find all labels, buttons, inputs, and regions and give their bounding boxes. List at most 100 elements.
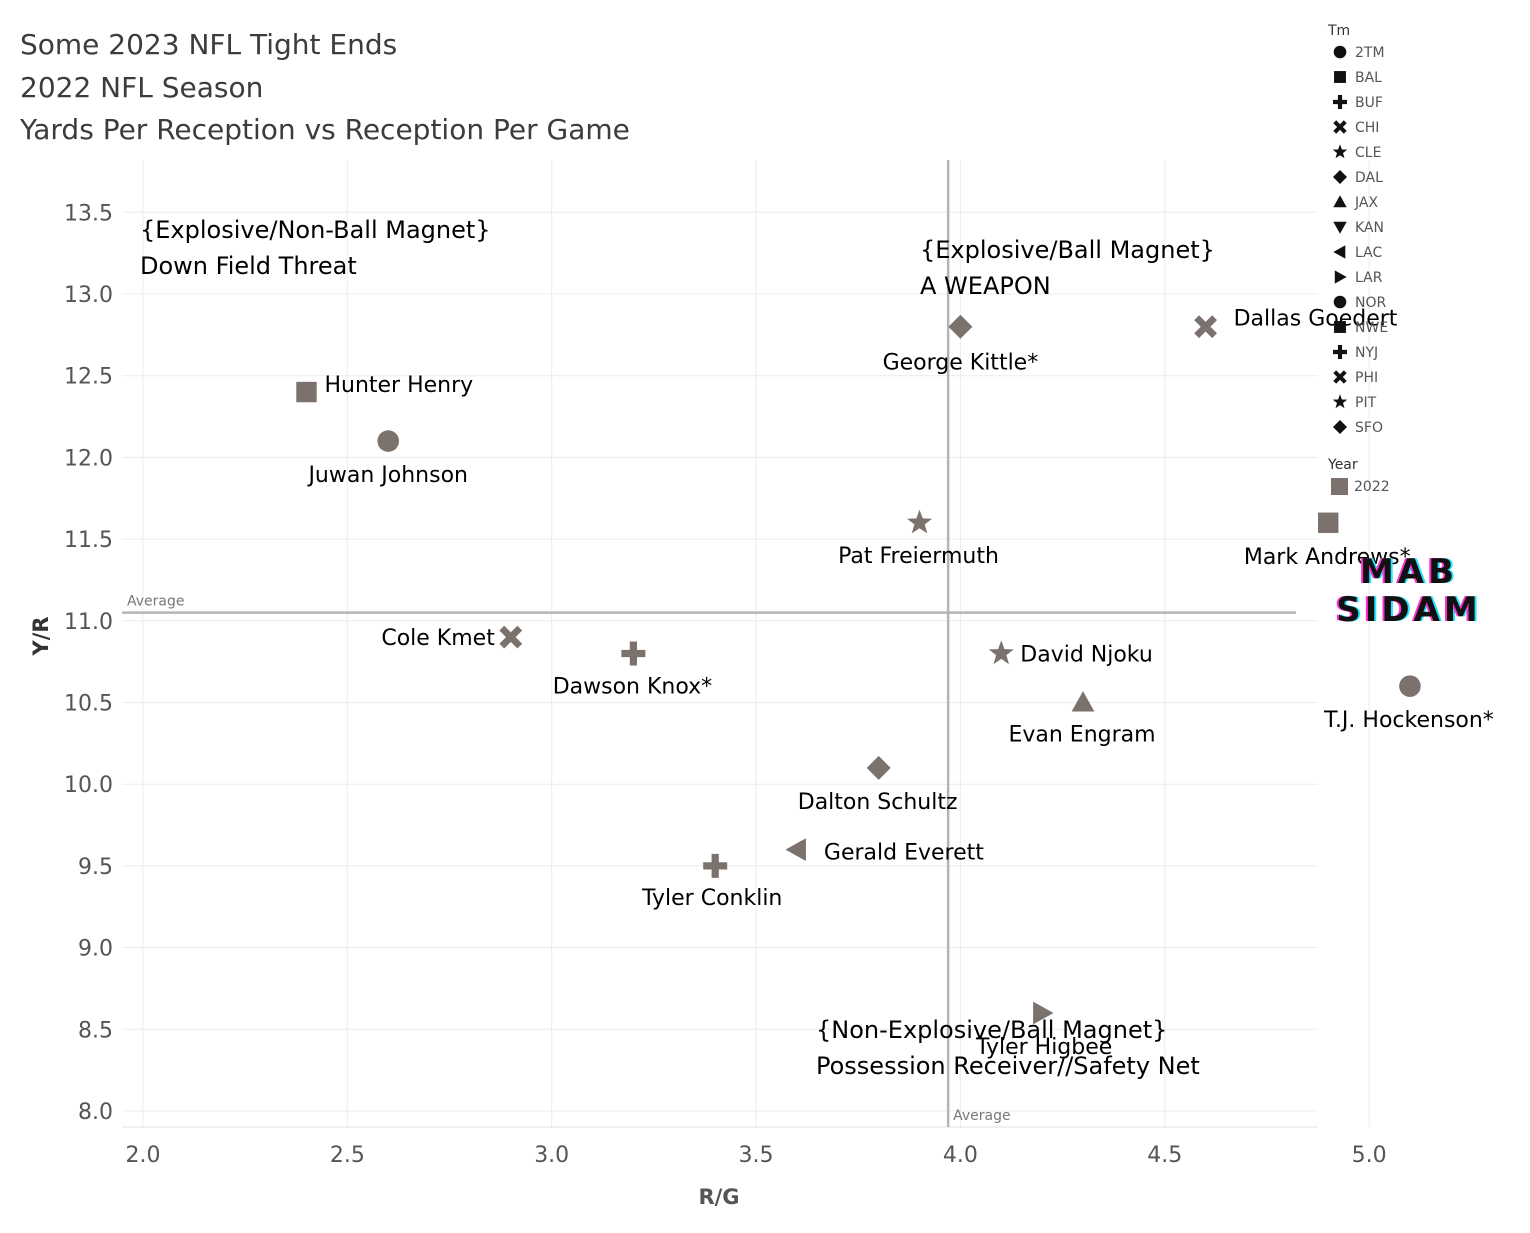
data-point	[948, 315, 972, 339]
legend-entry-label: 2TM	[1355, 45, 1385, 61]
legend-shape-icon	[1333, 394, 1348, 408]
legend-shape-icon	[1334, 71, 1346, 83]
y-average-label: Average	[127, 594, 185, 610]
x-tick-label: 2.0	[126, 1143, 161, 1168]
legend-shape-icon	[1333, 370, 1346, 383]
legend-entry-label: LAC	[1355, 245, 1382, 261]
legend-shape-icon	[1335, 270, 1347, 283]
legend-entry-label: KAN	[1355, 220, 1384, 236]
point-label: Dalton Schultz	[798, 790, 958, 815]
legend-color-title: Year	[1327, 457, 1358, 473]
legend-shape-icon	[1334, 296, 1347, 309]
legend-entry-label: NYJ	[1355, 345, 1378, 361]
legend-entry-label: SFO	[1355, 420, 1383, 436]
quadrant-annotation-line: Possession Receiver//Safety Net	[816, 1052, 1200, 1080]
x-axis-ticks: 2.02.53.03.54.04.55.05.56.06.57.07.5	[126, 1143, 1530, 1168]
point-label: Juwan Johnson	[306, 463, 468, 488]
legend-entry-label: LAR	[1355, 270, 1383, 286]
y-tick-label: 11.0	[64, 610, 113, 635]
legend-shape-icon	[1333, 222, 1346, 234]
point-label: Dawson Knox*	[553, 674, 712, 699]
quadrant-annotation-line: {Explosive/Ball Magnet}	[920, 236, 1215, 264]
point-labels: Hunter Henry Juwan Johnson George Kittle* D…	[306, 307, 1530, 1060]
x-tick-label: 3.5	[739, 1143, 774, 1168]
y-tick-label: 9.0	[78, 937, 113, 962]
quadrant-annotation-line: A WEAPON	[920, 272, 1051, 300]
data-point	[867, 756, 891, 780]
point-label: Hunter Henry	[324, 373, 473, 398]
data-point	[1194, 315, 1217, 338]
legend-shape-icon	[1333, 144, 1348, 158]
y-tick-label: 12.5	[64, 365, 113, 390]
y-axis-label: Y/R	[29, 616, 53, 656]
data-point	[1318, 513, 1338, 533]
legend-entry-label: BUF	[1355, 95, 1383, 111]
x-tick-label: 3.0	[534, 1143, 569, 1168]
x-tick-label: 4.0	[943, 1143, 978, 1168]
data-point	[1072, 691, 1095, 711]
legend-shape-icon	[1334, 46, 1347, 59]
legend-entry-label: DAL	[1355, 170, 1383, 186]
data-point	[1399, 675, 1421, 697]
data-point	[786, 838, 806, 861]
x-tick-label: 4.5	[1147, 1143, 1182, 1168]
x-tick-label: 2.5	[330, 1143, 365, 1168]
legend-shape-title: Tm	[1327, 23, 1350, 39]
y-tick-label: 12.0	[64, 446, 113, 471]
point-label: T.J. Hockenson*	[1323, 708, 1494, 733]
y-tick-label: 8.5	[78, 1018, 113, 1043]
legend-shape-icon	[1334, 321, 1346, 333]
legend-entry-label: NOR	[1355, 295, 1386, 311]
legend-entry-label: CHI	[1355, 120, 1379, 136]
y-tick-label: 8.0	[78, 1100, 113, 1125]
data-point	[499, 626, 522, 649]
data-point	[296, 382, 316, 402]
quadrant-annotation-line: {Explosive/Non-Ball Magnet}	[140, 216, 491, 244]
data-points	[296, 315, 1530, 1025]
y-tick-label: 10.0	[64, 773, 113, 798]
legend-color-label: 2022	[1354, 479, 1390, 495]
y-tick-label: 10.5	[64, 692, 113, 717]
gridlines	[122, 160, 1530, 1127]
legend-shape-icon	[1333, 120, 1346, 133]
data-point	[907, 510, 932, 534]
point-label: Pat Freiermuth	[838, 544, 999, 569]
watermark-line-1: MAB	[1334, 553, 1484, 591]
x-tick-label: 5.0	[1352, 1143, 1387, 1168]
watermark-line-2: SIDAM	[1334, 591, 1484, 629]
point-label: Gerald Everett	[824, 841, 984, 866]
legend-shape-icon	[1333, 170, 1347, 184]
legend: Tm 2TM BAL BUF CHI CLE DAL JAX KAN LAC LAR NOR NWE NY…	[1327, 23, 1390, 495]
legend-shape-icon	[1333, 345, 1347, 359]
legend-shape-icon	[1333, 420, 1347, 434]
data-point	[377, 430, 399, 452]
point-label: Tyler Conklin	[641, 886, 782, 911]
legend-entry-label: NWE	[1355, 320, 1388, 336]
legend-shape-icon	[1333, 195, 1346, 207]
data-point	[703, 854, 727, 878]
x-axis-label: R/G	[698, 1185, 739, 1209]
data-point	[989, 640, 1014, 664]
quadrant-annotation-line: Down Field Threat	[140, 252, 357, 280]
point-label: David Njoku	[1020, 642, 1153, 667]
x-average-label: Average	[953, 1108, 1011, 1124]
y-tick-label: 13.5	[64, 201, 113, 226]
y-axis-ticks: 8.0 8.5 9.0 9.5 10.0 10.5 11.0 11.5 12.0 12.5 13.0…	[64, 201, 113, 1125]
data-point	[621, 642, 645, 666]
legend-entry-label: CLE	[1355, 145, 1381, 161]
y-tick-label: 11.5	[64, 528, 113, 553]
legend-color-swatch	[1331, 478, 1348, 495]
legend-entry-label: JAX	[1354, 195, 1378, 211]
point-label: Cole Kmet	[381, 626, 495, 651]
legend-entry-label: PHI	[1355, 370, 1378, 386]
legend-entry-label: PIT	[1355, 395, 1377, 411]
y-tick-label: 13.0	[64, 283, 113, 308]
watermark-logo: MAB SIDAM	[1334, 553, 1484, 629]
point-label: George Kittle*	[883, 351, 1039, 376]
legend-shape-icon	[1333, 245, 1345, 258]
legend-entry-label: BAL	[1355, 70, 1382, 86]
y-tick-label: 9.5	[78, 855, 113, 880]
legend-shape-icon	[1333, 95, 1347, 109]
quadrant-annotation-line: {Non-Explosive/Ball Magnet}	[816, 1016, 1167, 1044]
point-label: Evan Engram	[1008, 723, 1155, 748]
